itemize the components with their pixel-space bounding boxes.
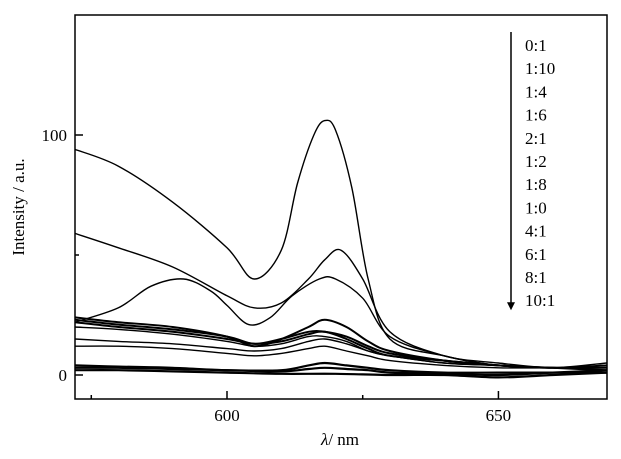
y-axis-label: Intensity / a.u. xyxy=(9,158,28,255)
series-line-8 xyxy=(75,338,607,369)
series-line-12 xyxy=(75,369,607,379)
series-layer xyxy=(75,119,607,379)
x-axis-symbol: λ xyxy=(320,430,328,449)
series-line-9 xyxy=(75,345,607,369)
series-line-6 xyxy=(75,321,607,369)
legend-entry: 4:1 xyxy=(525,222,547,241)
x-tick-label: 600 xyxy=(214,406,240,425)
series-line-11 xyxy=(75,366,607,377)
legend-entry: 1:6 xyxy=(525,106,547,125)
plot-frame xyxy=(74,14,608,400)
ticks-layer: 600 650 0 100 xyxy=(42,126,512,425)
legend-entry: 8:1 xyxy=(525,268,547,287)
y-tick-label: 0 xyxy=(59,366,68,385)
legend-entry: 10:1 xyxy=(525,291,555,310)
y-tick-label: 100 xyxy=(42,126,68,145)
legend: 0:1 1:10 1:4 1:6 2:1 1:2 1:8 1:0 4:1 6:1 8:1 10:1 xyxy=(507,32,555,311)
x-tick-label: 650 xyxy=(486,406,512,425)
legend-entry: 1:2 xyxy=(525,152,547,171)
legend-entry: 2:1 xyxy=(525,129,547,148)
series-line-5 xyxy=(75,318,607,372)
legend-entry: 1:0 xyxy=(525,198,547,217)
series-line-3 xyxy=(75,276,607,369)
legend-arrow-head xyxy=(507,302,515,311)
legend-entry: 1:8 xyxy=(525,175,547,194)
series-line-10 xyxy=(75,361,607,374)
x-axis-unit: / nm xyxy=(328,430,359,449)
legend-entry: 0:1 xyxy=(525,36,547,55)
x-axis-label: λ/ nm xyxy=(320,430,359,449)
legend-entry: 1:10 xyxy=(525,59,555,78)
series-line-2 xyxy=(75,232,607,369)
legend-entry: 1:4 xyxy=(525,82,547,101)
legend-entry: 6:1 xyxy=(525,245,547,264)
